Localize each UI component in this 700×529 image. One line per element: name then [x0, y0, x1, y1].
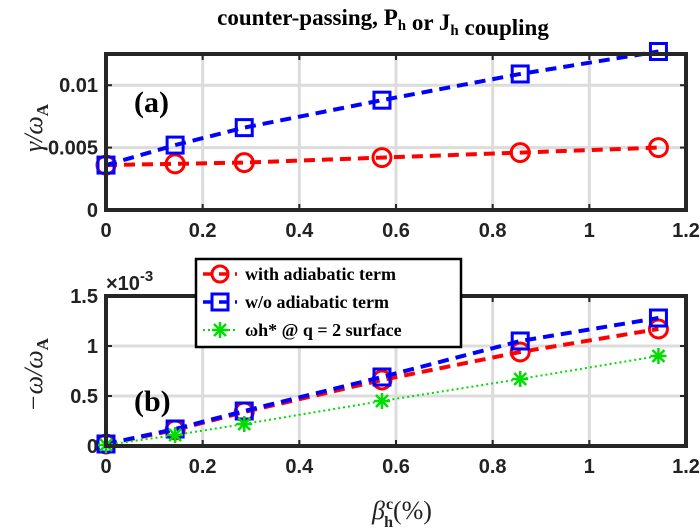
data-point-square	[165, 135, 185, 155]
data-point-square	[234, 118, 254, 138]
data-point-square	[510, 331, 530, 351]
data-point-star	[512, 371, 529, 387]
x-tick-label: 0.8	[479, 220, 507, 242]
panel-a-label: (a)	[134, 86, 169, 119]
legend-box	[194, 257, 463, 349]
data-point-circle	[164, 153, 186, 175]
legend-marker-star	[212, 322, 228, 338]
panel-b-ticks: 0 0.2 0.4 0.6 0.8 1 1.2 0 0.5 1 1.5	[70, 286, 700, 478]
x-tick-label: 0.6	[382, 456, 410, 478]
legend-label-omega-star: ωh* @ q = 2 surface	[245, 320, 402, 340]
y-tick-label: 0.01	[59, 75, 98, 97]
x-tick-label: 0	[100, 220, 111, 242]
data-point-star	[167, 427, 184, 443]
legend-entry-omega-star: ωh* @ q = 2 surface	[203, 320, 402, 340]
panel-b-ylabel: −ω/ωA	[19, 337, 52, 411]
panel-b-exponent: ×10-3	[106, 268, 153, 295]
x-tick-label: 1.2	[672, 220, 700, 242]
x-tick-label: 0.6	[382, 220, 410, 242]
x-tick-label: 0.4	[285, 220, 314, 242]
legend: with adiabatic term w/o adiabatic term ω…	[194, 257, 463, 349]
y-tick-label: 0.005	[48, 138, 98, 160]
legend-label-with-adiabatic: with adiabatic term	[245, 264, 396, 284]
y-tick-label: 0	[87, 200, 98, 222]
data-point-square	[372, 367, 392, 387]
x-tick-label: 0	[100, 456, 111, 478]
data-point-star	[373, 393, 390, 409]
series-line-b-1	[105, 316, 659, 446]
chart-title: counter-passing, Ph or Jh coupling	[217, 5, 549, 40]
data-point-square	[510, 64, 530, 84]
y-tick-label: 1	[87, 336, 98, 358]
data-point-square	[372, 90, 392, 110]
panel-b-label: (b)	[134, 385, 171, 418]
x-tick-label: 1	[584, 220, 595, 242]
x-tick-label: 0.4	[285, 456, 314, 478]
y-tick-label: 1.5	[70, 286, 98, 308]
data-point-circle	[647, 137, 669, 159]
panel-b-xlabel: βc h(%)	[371, 496, 432, 529]
data-point-square	[648, 308, 668, 328]
panel-a-ylabel: γ/ωA	[19, 103, 52, 152]
legend-entry-without-adiabatic: w/o adiabatic term	[203, 292, 389, 312]
panel-a-series	[95, 42, 669, 176]
series-line-a-0	[105, 145, 659, 168]
data-point-star	[650, 348, 667, 364]
x-tick-label: 0.2	[189, 220, 217, 242]
data-point-star	[236, 416, 253, 432]
x-tick-label: 0.2	[189, 456, 217, 478]
x-tick-label: 0.8	[479, 456, 507, 478]
panel-a: 0 0.2 0.4 0.6 0.8 1 1.2 0 0.005 0.01 (a) γ/ωA	[19, 42, 700, 242]
panel-a-ticks: 0 0.2 0.4 0.6 0.8 1 1.2 0 0.005 0.01	[48, 54, 700, 242]
y-tick-label: 0	[87, 436, 98, 458]
panel-b: 0 0.2 0.4 0.6 0.8 1 1.2 0 0.5 1 1.5 ×10-3 (b) −ω/ω…	[19, 257, 700, 529]
data-point-circle	[509, 142, 531, 164]
legend-marker-square	[210, 292, 230, 312]
series-line-a-1	[105, 49, 659, 167]
legend-label-without-adiabatic: w/o adiabatic term	[245, 292, 389, 312]
x-tick-label: 1.2	[672, 456, 700, 478]
data-point-square	[648, 42, 668, 62]
data-point-circle	[371, 147, 393, 169]
data-point-circle	[233, 152, 255, 174]
y-tick-label: 0.5	[70, 386, 98, 408]
legend-entry-with-adiabatic: with adiabatic term	[203, 264, 396, 284]
x-tick-label: 1	[584, 456, 595, 478]
legend-marker-circle	[210, 264, 230, 284]
data-point-circle	[509, 341, 531, 363]
